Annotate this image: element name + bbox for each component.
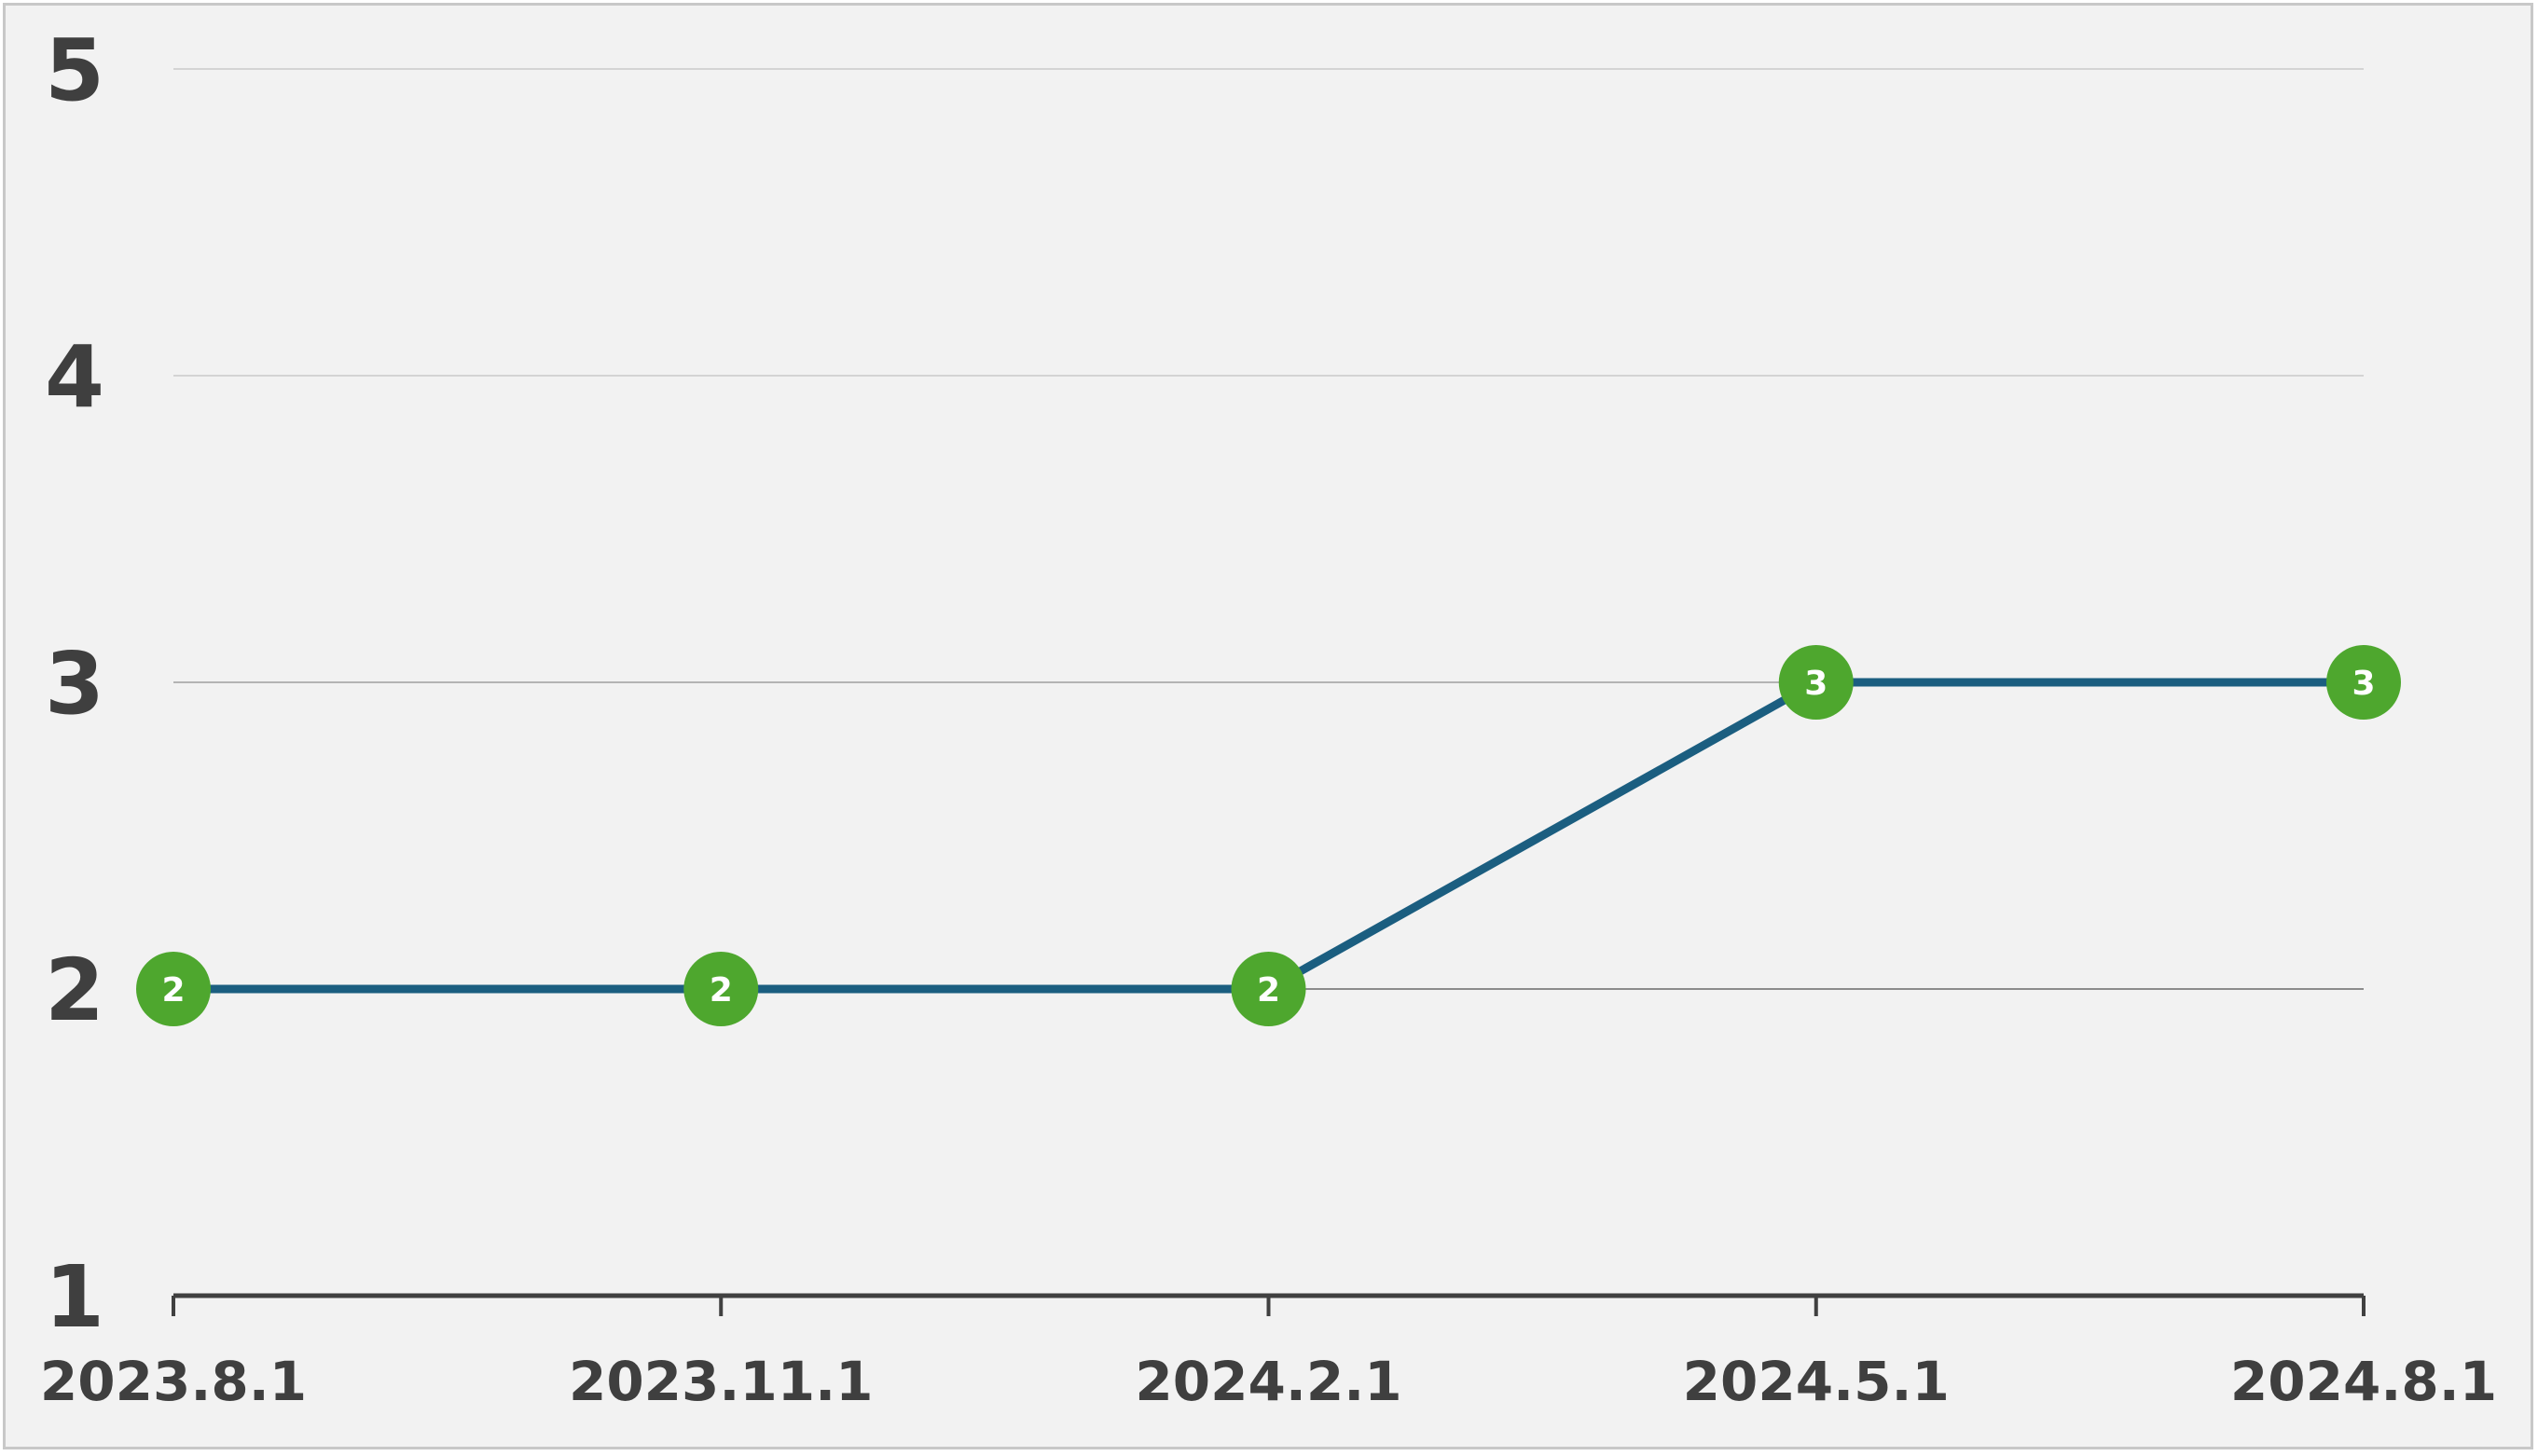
data-point-2 [1231, 952, 1306, 1026]
series-line [169, 678, 2368, 994]
data-point-0 [136, 952, 211, 1026]
data-point-1 [683, 952, 759, 1026]
series-line-0 [169, 678, 2368, 994]
data-label-0: 2 [161, 971, 185, 1010]
y-tick-label-1: 1 [45, 1247, 104, 1347]
y-tick-label-2: 2 [45, 941, 104, 1040]
data-label-2: 2 [1257, 971, 1280, 1010]
x-tick-label-2: 2024.2.1 [1135, 1350, 1401, 1413]
data-point-4 [2326, 645, 2401, 720]
data-label-3: 3 [1804, 665, 1828, 703]
y-tick-label-3: 3 [45, 634, 104, 734]
y-tick-labels: 1 2 3 4 5 [45, 21, 104, 1347]
data-point-3 [1778, 645, 1854, 720]
x-axis [172, 1293, 2366, 1316]
x-tick-label-4: 2024.8.1 [2230, 1350, 2497, 1413]
y-tick-label-4: 4 [45, 327, 104, 427]
x-tick-label-3: 2024.5.1 [1683, 1350, 1950, 1413]
x-tick-labels: 2023.8.1 2023.11.1 2024.2.1 2024.5.1 2024.8.… [40, 1350, 2497, 1413]
gridlines [173, 68, 2364, 990]
chart-frame [3, 3, 2533, 1449]
x-tick-label-1: 2023.11.1 [569, 1350, 874, 1413]
data-label-4: 3 [2352, 665, 2375, 703]
data-label-1: 2 [710, 971, 733, 1010]
data-points: 2 2 2 3 3 [136, 645, 2401, 1026]
x-tick-label-0: 2023.8.1 [40, 1350, 307, 1413]
y-tick-label-5: 5 [45, 21, 104, 120]
